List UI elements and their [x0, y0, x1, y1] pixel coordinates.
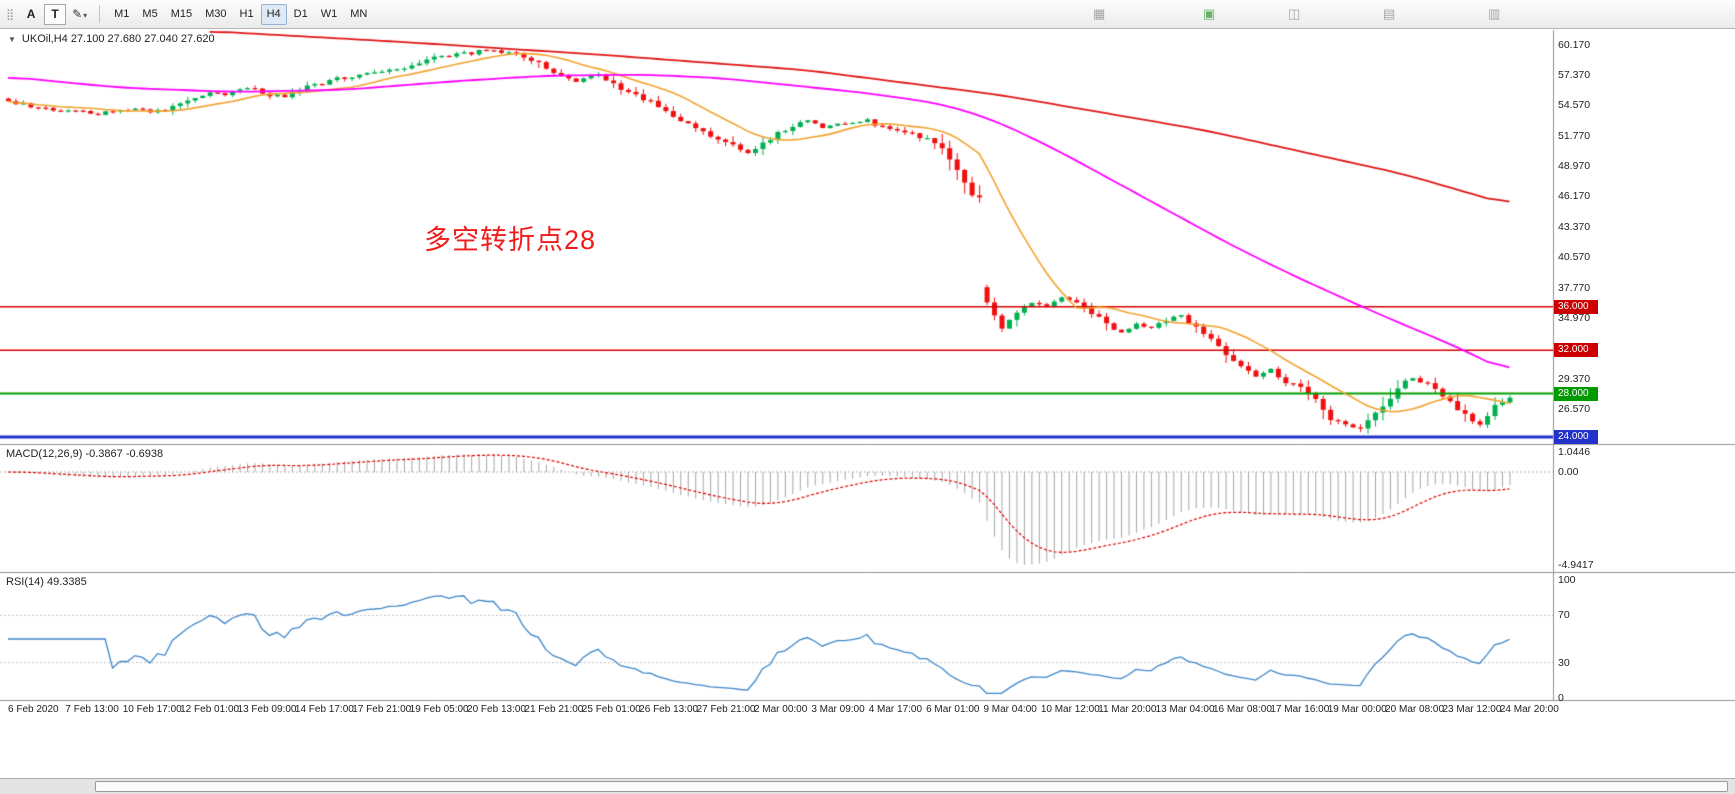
time-axis-label: 17 Feb 21:00 [352, 704, 412, 715]
price-axis-label: 54.570 [1558, 99, 1591, 112]
time-axis-label: 19 Feb 05:00 [409, 704, 469, 715]
price-axis-label: 34.970 [1558, 311, 1591, 324]
time-axis-label: 27 Feb 21:00 [696, 704, 756, 715]
price-axis-label: 37.770 [1558, 281, 1591, 294]
macd-indicator-label: MACD(12,26,9) -0.3867 -0.6938 [6, 448, 164, 460]
time-axis-label: 19 Mar 00:00 [1327, 704, 1387, 715]
time-axis-label: 12 Feb 01:00 [180, 704, 240, 715]
rsi-axis-label: 0 [1558, 692, 1564, 704]
time-axis-label: 7 Feb 13:00 [65, 704, 119, 715]
toolbar-extra-icon-1[interactable]: ▦ [1093, 6, 1106, 21]
time-axis-label: 21 Feb 21:00 [524, 704, 584, 715]
toolbar-drag-handle-icon[interactable]: ⣿ [6, 8, 15, 21]
price-level-badge-24000: 24.000 [1554, 430, 1598, 444]
macd-axis-label: -4.9417 [1558, 558, 1594, 571]
price-axis-label: 57.370 [1558, 68, 1591, 81]
timeframe-button-h1[interactable]: H1 [234, 4, 260, 25]
time-axis-label: 2 Mar 00:00 [753, 704, 808, 715]
price-level-badge-32000: 32.000 [1554, 343, 1598, 358]
time-axis-label: 6 Feb 2020 [8, 704, 59, 715]
price-axis-label: 40.570 [1558, 251, 1591, 264]
draw-tool-icon: ✎ [72, 7, 83, 21]
time-axis-label: 3 Mar 09:00 [811, 704, 865, 715]
timeframe-button-h4[interactable]: H4 [260, 3, 287, 25]
toolbar-extra-icon-4[interactable]: ▤ [1383, 6, 1396, 21]
timeframe-button-m1[interactable]: M1 [108, 4, 135, 25]
symbol-info: ▼ UKOil,H4 27.100 27.680 27.040 27.620 [8, 33, 215, 45]
toolbar-extra-icon-5[interactable]: ▥ [1488, 6, 1501, 21]
toolbar-extra-icon-2[interactable]: ▣ [1203, 6, 1216, 21]
time-axis-label: 24 Mar 20:00 [1499, 704, 1559, 715]
timeframe-button-m5[interactable]: M5 [136, 4, 163, 25]
time-axis-label: 6 Mar 01:00 [926, 704, 980, 715]
price-axis-label: 26.570 [1558, 403, 1591, 416]
timeframe-button-d1[interactable]: D1 [288, 4, 314, 25]
text-tool-button[interactable]: T [44, 3, 67, 25]
timeframe-button-m15[interactable]: M15 [165, 4, 198, 25]
time-axis-label: 26 Feb 13:00 [639, 704, 699, 715]
price-axis-label: 48.970 [1558, 160, 1591, 173]
time-axis-label: 10 Mar 12:00 [1040, 704, 1100, 715]
time-axis-label: 20 Feb 13:00 [467, 704, 526, 715]
price-axis-label: 51.770 [1558, 129, 1591, 142]
price-axis-label: 29.370 [1558, 372, 1591, 385]
symbol-ohlc-text: UKOil,H4 27.100 27.680 27.040 27.620 [21, 33, 215, 45]
rsi-axis-label: 70 [1558, 609, 1570, 622]
cursor-tool-button[interactable]: A [20, 4, 42, 25]
macd-axis-label: 1.0446 [1558, 446, 1591, 459]
time-axis-label: 13 Mar 04:00 [1155, 704, 1215, 715]
price-level-badge-36000: 36.000 [1554, 299, 1598, 314]
scrollbar-thumb[interactable] [95, 781, 1728, 792]
time-axis-label: 14 Feb 17:00 [294, 704, 354, 715]
timeframe-group: M1 M5 M15 M30 H1 H4 D1 W1 MN [108, 3, 373, 25]
draw-tool-button[interactable]: ✎▾ [68, 4, 91, 25]
time-axis-label: 23 Mar 12:00 [1442, 704, 1502, 715]
time-axis-label: 11 Mar 20:00 [1098, 704, 1157, 715]
rsi-axis-label: 100 [1558, 574, 1576, 586]
chart-annotation: 多空转折点28 [424, 225, 597, 255]
dropdown-arrow-icon: ▾ [83, 11, 88, 20]
macd-axis-label: 0.00 [1558, 466, 1579, 478]
price-level-badge-28000: 28.000 [1554, 386, 1598, 401]
price-axis-label: 46.170 [1558, 190, 1591, 203]
toolbar-extra-icon-3[interactable]: ◫ [1288, 6, 1301, 21]
time-axis-label: 20 Mar 08:00 [1385, 704, 1445, 715]
collapse-arrow-icon[interactable]: ▼ [8, 35, 16, 44]
time-axis-label: 10 Feb 17:00 [122, 704, 182, 715]
timeframe-button-mn[interactable]: MN [344, 4, 373, 25]
price-axis-label: 60.170 [1558, 38, 1591, 51]
rsi-axis-label: 30 [1558, 656, 1570, 669]
time-axis-label: 9 Mar 04:00 [983, 704, 1037, 715]
price-axis-label: 43.370 [1558, 220, 1591, 233]
time-axis-label: 13 Feb 09:00 [237, 704, 297, 715]
time-axis-label: 17 Mar 16:00 [1270, 704, 1330, 715]
toolbar-separator [99, 5, 101, 23]
toolbar: ⣿ A T ✎▾ M1 M5 M15 M30 H1 H4 D1 W1 MN [0, 0, 1735, 29]
horizontal-scrollbar[interactable] [0, 778, 1735, 794]
time-axis-label: 16 Mar 08:00 [1212, 704, 1272, 715]
time-axis-label: 25 Feb 01:00 [581, 704, 641, 715]
rsi-indicator-label: RSI(14) 49.3385 [6, 576, 87, 588]
time-axis-label: 4 Mar 17:00 [868, 704, 923, 715]
timeframe-button-w1[interactable]: W1 [315, 4, 344, 25]
timeframe-button-m30[interactable]: M30 [199, 4, 232, 25]
